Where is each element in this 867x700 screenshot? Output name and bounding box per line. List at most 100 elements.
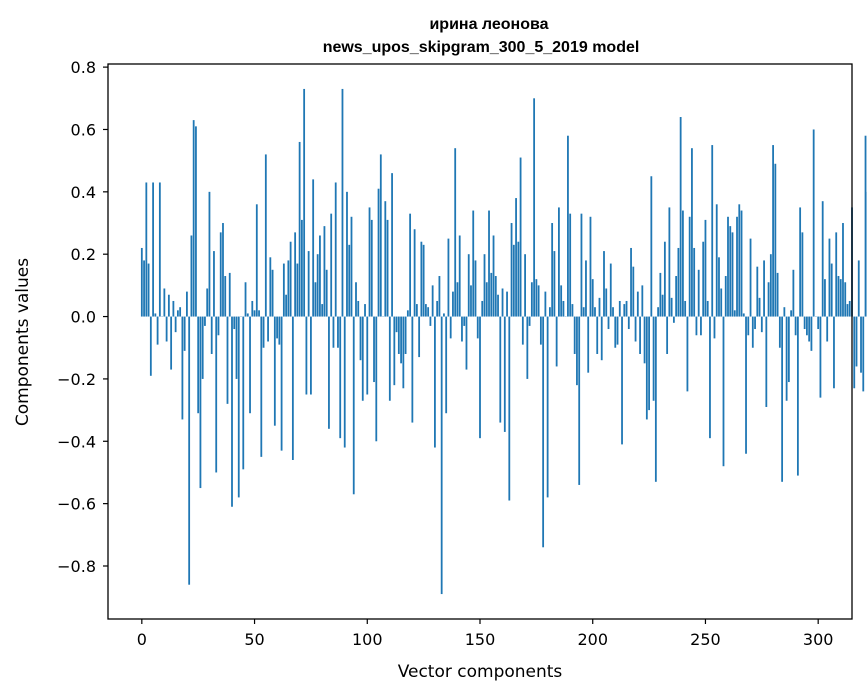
bar-136 xyxy=(448,239,450,317)
bar-181 xyxy=(549,307,551,316)
bar-214 xyxy=(623,304,625,316)
bar-28 xyxy=(204,317,206,326)
bar-219 xyxy=(635,317,637,342)
bar-2 xyxy=(145,182,147,316)
bar-100 xyxy=(366,317,368,395)
bar-140 xyxy=(457,282,459,316)
bar-247 xyxy=(698,270,700,317)
bar-25 xyxy=(197,317,199,414)
bar-60 xyxy=(276,317,278,339)
bar-179 xyxy=(544,292,546,317)
bar-190 xyxy=(569,214,571,317)
bar-228 xyxy=(655,317,657,482)
bar-286 xyxy=(786,317,788,401)
bar-221 xyxy=(639,317,641,354)
bar-35 xyxy=(220,232,222,316)
bar-161 xyxy=(504,317,506,432)
bar-15 xyxy=(175,317,177,333)
bar-144 xyxy=(466,317,468,370)
bar-224 xyxy=(646,317,648,420)
bar-73 xyxy=(306,317,308,395)
bar-62 xyxy=(281,317,283,451)
bar-56 xyxy=(267,317,269,342)
bar-262 xyxy=(732,232,734,316)
bar-275 xyxy=(761,317,763,333)
bar-113 xyxy=(396,317,398,333)
bar-18 xyxy=(182,317,184,420)
bar-208 xyxy=(610,264,612,317)
bar-34 xyxy=(218,317,220,336)
bar-97 xyxy=(360,317,362,361)
bar-24 xyxy=(195,126,197,316)
bar-86 xyxy=(335,182,337,316)
bar-292 xyxy=(799,207,801,316)
bar-155 xyxy=(490,273,492,317)
bar-48 xyxy=(249,317,251,414)
bar-88 xyxy=(339,317,341,439)
bar-151 xyxy=(481,301,483,317)
bar-37 xyxy=(224,276,226,317)
bar-312 xyxy=(844,282,846,316)
bar-235 xyxy=(671,298,673,317)
bar-171 xyxy=(526,317,528,379)
bar-145 xyxy=(468,254,470,316)
bar-115 xyxy=(400,317,402,364)
bar-72 xyxy=(303,89,305,317)
bar-16 xyxy=(177,310,179,316)
bar-123 xyxy=(418,317,420,358)
bar-234 xyxy=(668,207,670,316)
y-tick-label: 0.6 xyxy=(71,120,96,139)
bar-167 xyxy=(517,242,519,317)
bar-64 xyxy=(285,295,287,317)
bar-159 xyxy=(499,317,501,423)
bar-271 xyxy=(752,317,754,348)
bar-254 xyxy=(714,317,716,339)
bar-170 xyxy=(524,254,526,316)
bar-222 xyxy=(641,285,643,316)
bar-21 xyxy=(188,317,190,585)
y-tick-label: −0.8 xyxy=(57,557,96,576)
bar-239 xyxy=(680,117,682,317)
bar-32 xyxy=(213,251,215,316)
bar-314 xyxy=(849,301,851,317)
bar-318 xyxy=(858,260,860,316)
bar-226 xyxy=(650,176,652,316)
bar-46 xyxy=(245,282,247,316)
bar-198 xyxy=(587,317,589,373)
bar-294 xyxy=(804,317,806,329)
bar-82 xyxy=(326,270,328,317)
bar-303 xyxy=(824,279,826,316)
bar-242 xyxy=(687,317,689,392)
bar-134 xyxy=(443,313,445,316)
bar-51 xyxy=(256,204,258,316)
bar-31 xyxy=(211,317,213,354)
bar-199 xyxy=(590,217,592,317)
bar-39 xyxy=(229,273,231,317)
bar-253 xyxy=(711,145,713,316)
bar-276 xyxy=(763,260,765,316)
bar-196 xyxy=(583,307,585,316)
bar-168 xyxy=(520,158,522,317)
bar-83 xyxy=(328,317,330,429)
chart-subtitle: news_upos_skipgram_300_5_2019 model xyxy=(323,39,640,56)
x-tick-label: 0 xyxy=(137,630,147,649)
bar-142 xyxy=(461,317,463,342)
bar-156 xyxy=(493,235,495,316)
bar-79 xyxy=(319,235,321,316)
bar-103 xyxy=(373,317,375,382)
bar-120 xyxy=(411,317,413,423)
bar-302 xyxy=(822,201,824,316)
bar-212 xyxy=(619,301,621,317)
bar-153 xyxy=(486,282,488,316)
bar-57 xyxy=(269,257,271,316)
bar-248 xyxy=(700,317,702,336)
bar-137 xyxy=(450,317,452,339)
bar-265 xyxy=(738,204,740,316)
bar-202 xyxy=(596,317,598,354)
bar-143 xyxy=(463,317,465,326)
bar-213 xyxy=(621,317,623,445)
bar-321 xyxy=(865,136,867,317)
bar-180 xyxy=(547,317,549,498)
bar-7 xyxy=(157,317,159,345)
